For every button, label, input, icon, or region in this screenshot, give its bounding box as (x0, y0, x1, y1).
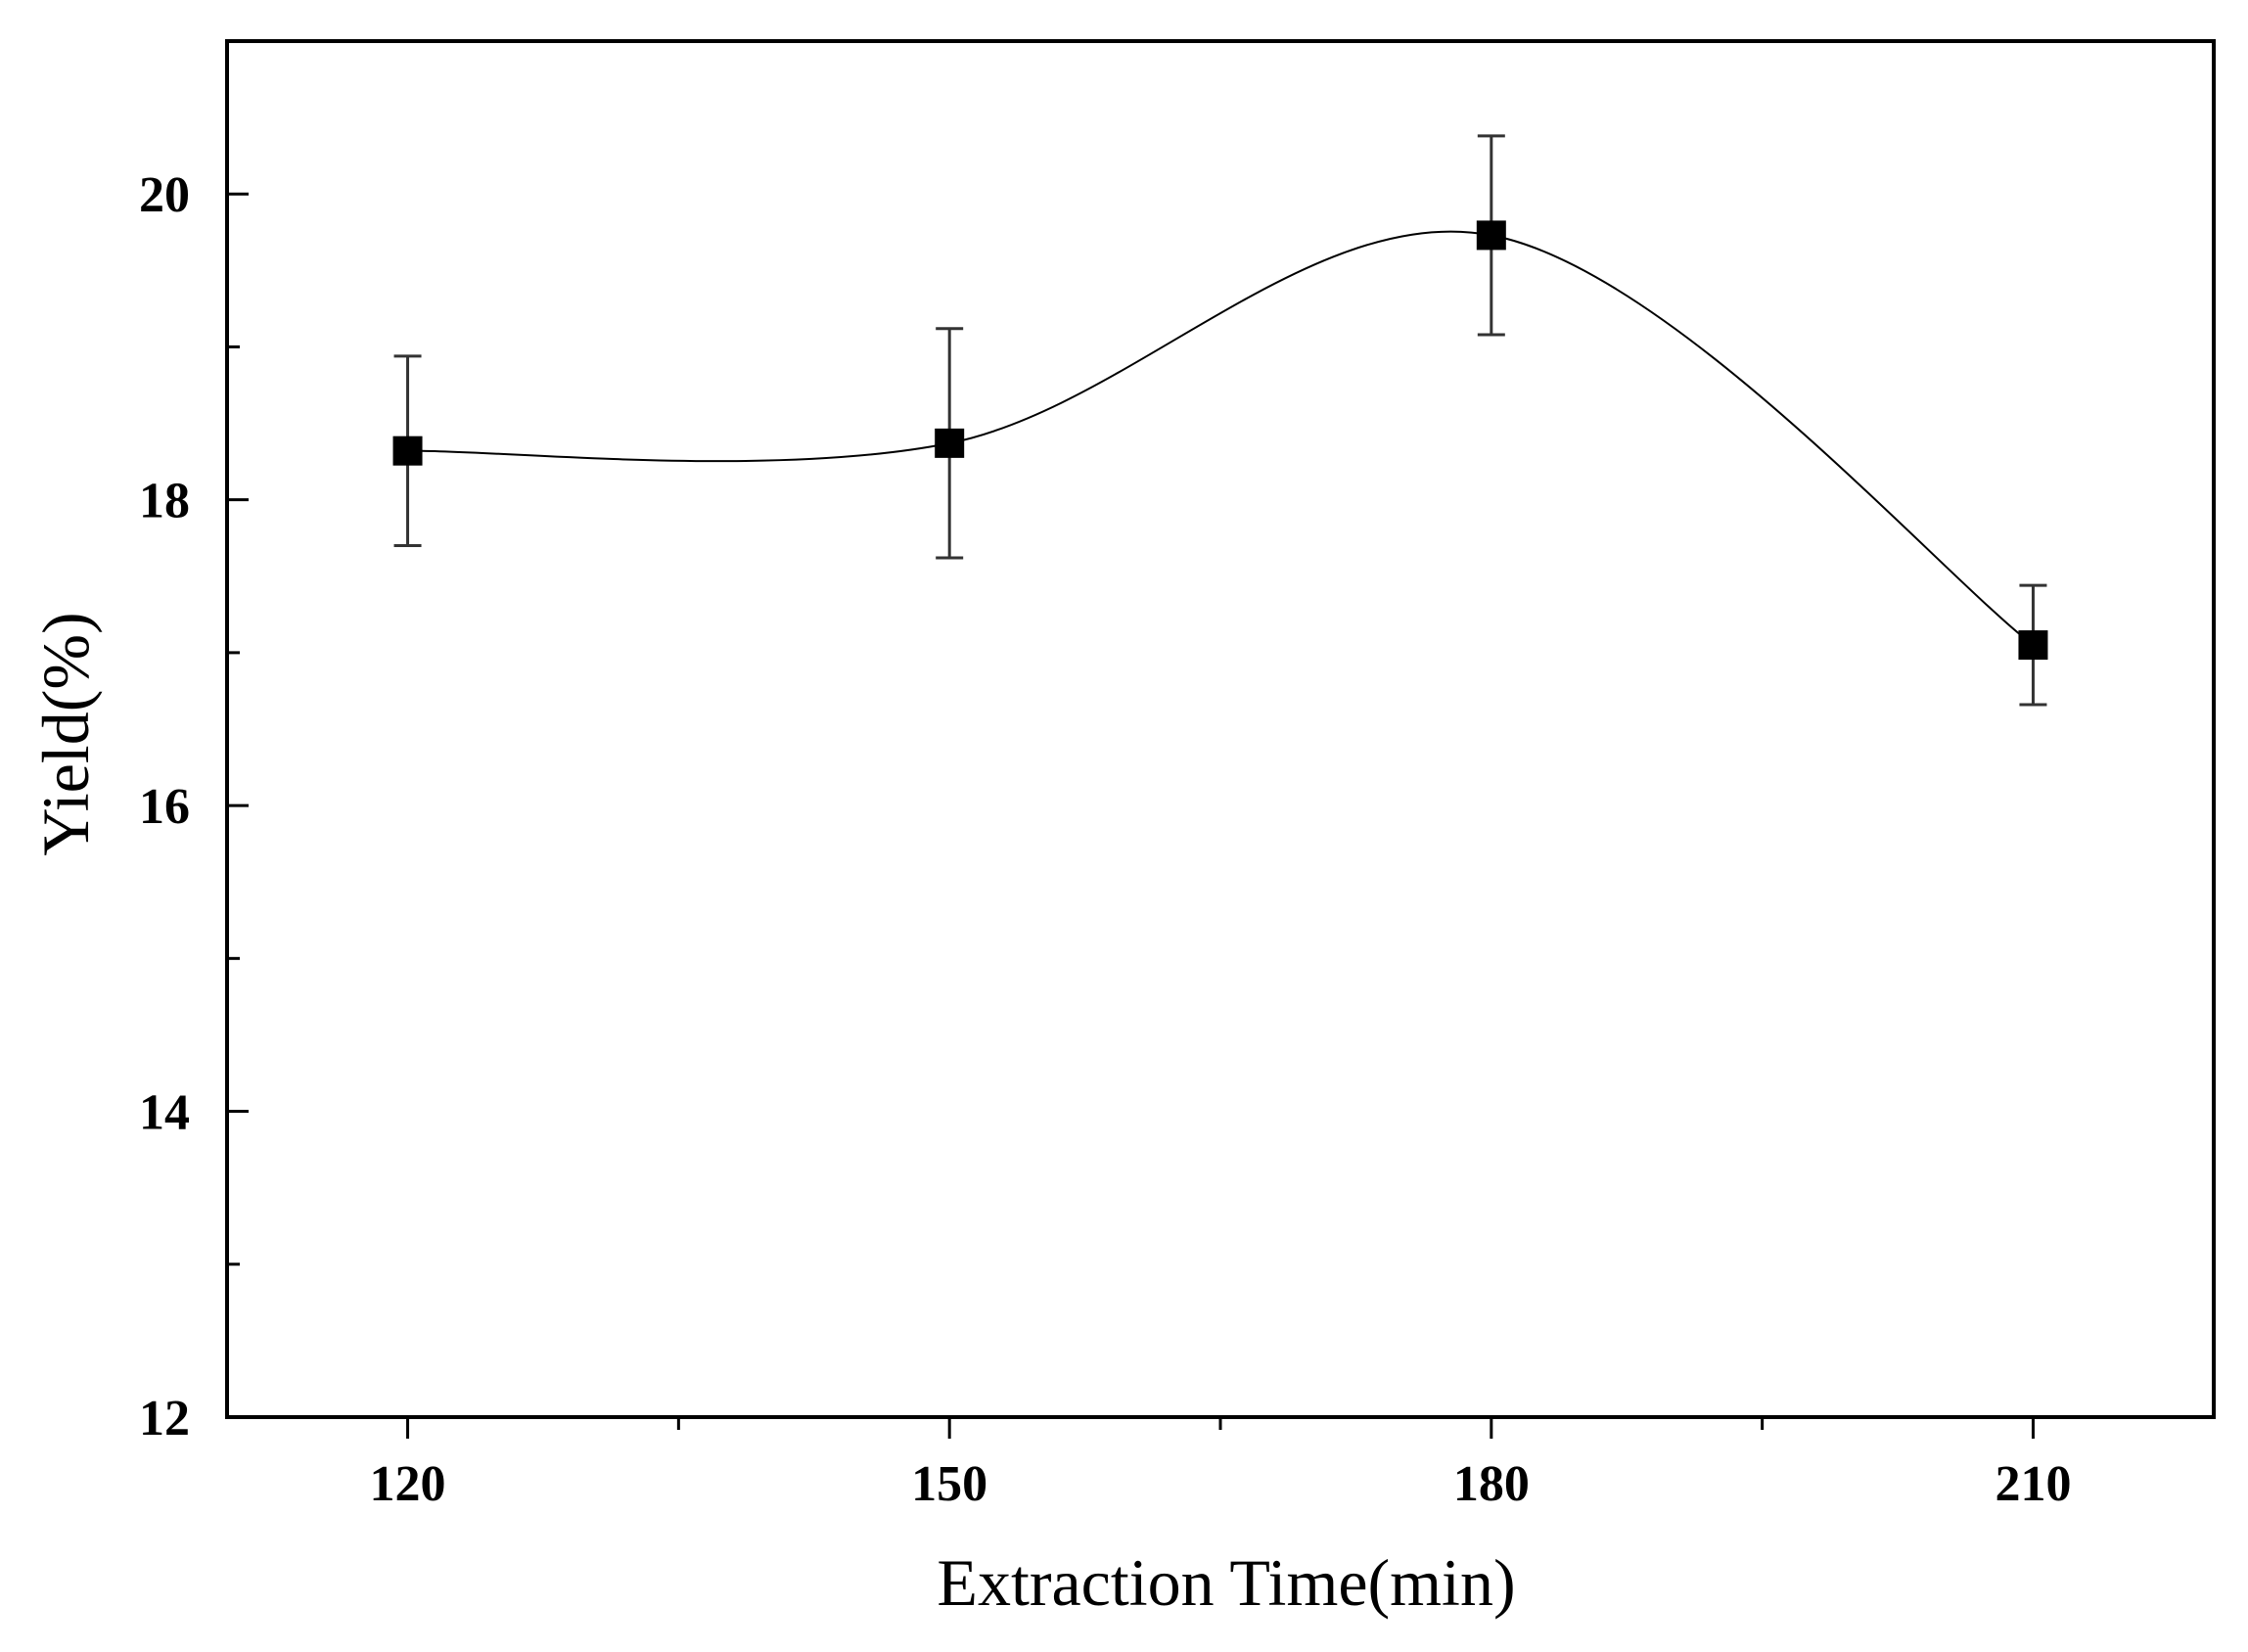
axes-group (225, 39, 2216, 1419)
data-point-square (392, 436, 423, 466)
series-line (407, 230, 2035, 646)
x-tick-label: 210 (1995, 1456, 2071, 1512)
ticks-group: 120 150 180 210 12 14 16 18 20 (139, 39, 2071, 1512)
x-tick-label: 150 (911, 1456, 987, 1512)
error-bars-group (393, 134, 2047, 707)
curve-group (407, 230, 2035, 646)
x-tick-label: 180 (1453, 1456, 1530, 1512)
y-tick-label: 12 (139, 1391, 190, 1446)
data-point-square (935, 428, 965, 458)
y-tick-label: 20 (139, 167, 190, 223)
plot-frame (225, 39, 2216, 1419)
points-group (392, 220, 2048, 661)
data-point-square (2018, 630, 2048, 661)
y-tick-label: 16 (139, 779, 190, 835)
x-tick-label: 120 (370, 1456, 446, 1512)
y-tick-label: 18 (139, 474, 190, 529)
data-point-square (1476, 220, 1506, 251)
x-axis-title: Extraction Time(min) (937, 1545, 1515, 1620)
y-tick-label: 14 (139, 1085, 190, 1141)
y-axis-title: Yield(%) (28, 612, 103, 855)
